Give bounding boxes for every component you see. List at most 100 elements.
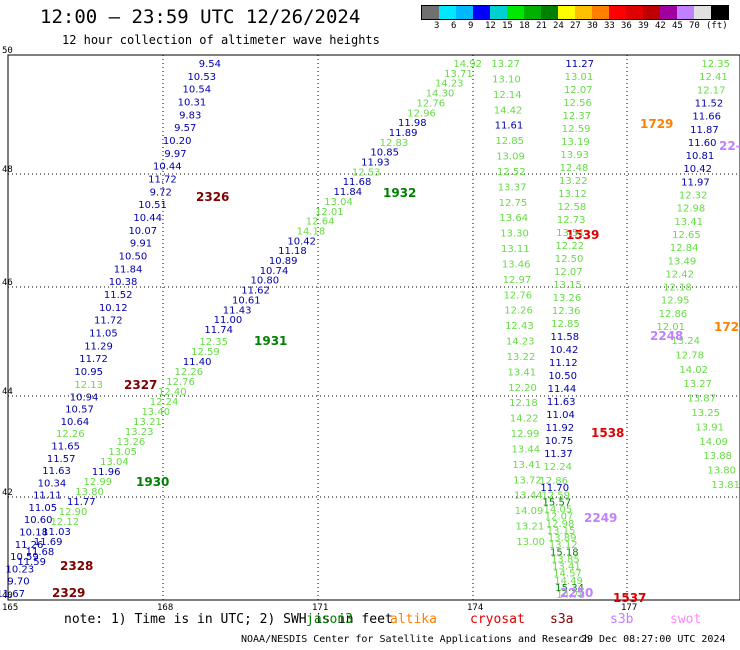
wave-height-value: 12.18 bbox=[509, 398, 538, 409]
wave-height-value: 10.81 bbox=[686, 151, 715, 162]
wave-height-value: 15.34 bbox=[555, 583, 584, 594]
wave-height-value: 11.03 bbox=[42, 527, 71, 538]
wave-height-value: 11.57 bbox=[47, 454, 76, 465]
wave-height-value: 11.05 bbox=[28, 503, 57, 514]
wave-height-value: 11.89 bbox=[389, 128, 418, 139]
wave-height-value: 11.72 bbox=[94, 316, 123, 327]
track-time-label: 1728 bbox=[714, 320, 740, 334]
legend-label: 18 bbox=[519, 21, 530, 31]
wave-height-value: 11.40 bbox=[183, 357, 212, 368]
wave-height-value: 12.76 bbox=[416, 98, 445, 109]
color-scale-legend bbox=[421, 5, 729, 20]
wave-height-value: 13.41 bbox=[512, 460, 541, 471]
wave-height-value: 11.58 bbox=[550, 332, 579, 343]
wave-height-value: 11.11 bbox=[33, 491, 62, 502]
legend-label: 39 bbox=[638, 21, 649, 31]
wave-height-value: 10.80 bbox=[250, 276, 279, 287]
wave-height-value: 13.27 bbox=[491, 59, 520, 70]
wave-height-value: 13.22 bbox=[507, 352, 536, 363]
legend-label: 12 bbox=[485, 21, 496, 31]
track-time-label: 2326 bbox=[196, 190, 229, 204]
track-time-label: 2249 bbox=[584, 511, 617, 525]
wave-height-value: 10.61 bbox=[232, 295, 261, 306]
wave-height-value: 12.58 bbox=[558, 202, 587, 213]
wave-height-value: 12.48 bbox=[560, 163, 589, 174]
wave-height-value: 13.41 bbox=[507, 367, 536, 378]
wave-height-value: 10.50 bbox=[548, 371, 577, 382]
legend-label: 36 bbox=[621, 21, 632, 31]
wave-height-value: 9.83 bbox=[179, 110, 201, 121]
wave-height-value: 9.91 bbox=[130, 239, 152, 250]
wave-height-value: 10.53 bbox=[187, 72, 216, 83]
wave-height-value: 12.86 bbox=[659, 309, 688, 320]
legend-swatch bbox=[524, 6, 541, 19]
wave-height-value: 13.19 bbox=[561, 137, 590, 148]
wave-height-value: 13.04 bbox=[324, 197, 353, 208]
wave-height-value: 10.51 bbox=[138, 200, 167, 211]
legend-label: 3 bbox=[434, 21, 440, 31]
lon-label: 177 bbox=[621, 603, 637, 613]
wave-height-value: 13.00 bbox=[516, 537, 545, 548]
wave-height-value: 11.68 bbox=[26, 547, 55, 558]
wave-height-value: 12.26 bbox=[56, 429, 85, 440]
wave-height-value: 11.60 bbox=[688, 138, 717, 149]
wave-height-value: 10.42 bbox=[550, 345, 579, 356]
legend-label: 9 bbox=[468, 21, 474, 31]
satellite-name-s3b: s3b bbox=[610, 612, 634, 627]
wave-height-value: 12.98 bbox=[546, 519, 575, 530]
wave-height-value: 12.56 bbox=[563, 98, 592, 109]
wave-height-value: 12.41 bbox=[699, 72, 728, 83]
wave-height-value: 13.21 bbox=[516, 522, 545, 533]
legend-swatch bbox=[643, 6, 660, 19]
wave-height-value: 10.95 bbox=[74, 367, 103, 378]
wave-height-value: 12.99 bbox=[84, 477, 113, 488]
wave-height-value: 13.12 bbox=[558, 189, 587, 200]
wave-height-value: 13.89 bbox=[548, 533, 577, 544]
wave-height-value: 11.98 bbox=[398, 118, 427, 129]
track-time-label: 22- bbox=[719, 139, 740, 153]
lat-label: 50 bbox=[2, 46, 13, 56]
wave-height-value: 9.72 bbox=[150, 187, 172, 198]
wave-height-value: 13.85 bbox=[551, 554, 580, 565]
wave-height-value: 12.01 bbox=[656, 322, 685, 333]
wave-height-value: 12.26 bbox=[175, 367, 204, 378]
credit-line: NOAA/NESDIS Center for Satellite Applica… bbox=[241, 634, 591, 645]
wave-height-value: 11.00 bbox=[214, 315, 243, 326]
wave-height-value: 12.12 bbox=[50, 517, 79, 528]
wave-height-value: 11.52 bbox=[104, 290, 133, 301]
wave-height-value: 13.15 bbox=[553, 280, 582, 291]
wave-height-value: 12.26 bbox=[504, 306, 533, 317]
lat-label: 40 bbox=[2, 591, 13, 601]
wave-height-value: 11.52 bbox=[695, 98, 724, 109]
wave-height-value: 14.23 bbox=[435, 79, 464, 90]
wave-height-value: 13.23 bbox=[125, 427, 154, 438]
wave-height-value: 12.78 bbox=[675, 350, 704, 361]
legend-swatch bbox=[609, 6, 626, 19]
wave-height-value: 13.64 bbox=[499, 213, 528, 224]
wave-height-value: 10.50 bbox=[119, 252, 148, 263]
lon-label: 174 bbox=[467, 603, 483, 613]
wave-height-value: 10.44 bbox=[153, 162, 182, 173]
wave-height-value: 13.10 bbox=[492, 74, 521, 85]
wave-height-value: 10.18 bbox=[19, 528, 48, 539]
wave-height-value: 12.86 bbox=[539, 476, 568, 487]
wave-height-value: 11.87 bbox=[690, 125, 719, 136]
color-scale-labels: 3 6 9 12 15 18 21 24 27 30 33 36 39 42 45 70 (ft) bbox=[421, 21, 731, 33]
wave-height-value: 15.18 bbox=[550, 547, 579, 558]
wave-height-value: 14.57 bbox=[553, 569, 582, 580]
wave-height-value: 13.25 bbox=[691, 408, 720, 419]
wave-height-value: 13.88 bbox=[703, 451, 732, 462]
wave-height-value: 11.68 bbox=[343, 177, 372, 188]
footer-note: note: 1) Time is in UTC; 2) SWH is in fe… bbox=[64, 612, 393, 627]
wave-height-value: 12.75 bbox=[499, 198, 528, 209]
wave-height-value: 9.97 bbox=[164, 149, 186, 160]
wave-height-value: 10.59 bbox=[10, 552, 39, 563]
wave-height-value: 12.85 bbox=[551, 319, 580, 330]
legend-label: 6 bbox=[451, 21, 457, 31]
wave-height-value: 12.84 bbox=[670, 243, 699, 254]
legend-swatch bbox=[439, 6, 456, 19]
wave-height-value: 10.94 bbox=[70, 392, 99, 403]
wave-height-value: 15.57 bbox=[543, 497, 572, 508]
wave-height-value: 13.12 bbox=[549, 540, 578, 551]
